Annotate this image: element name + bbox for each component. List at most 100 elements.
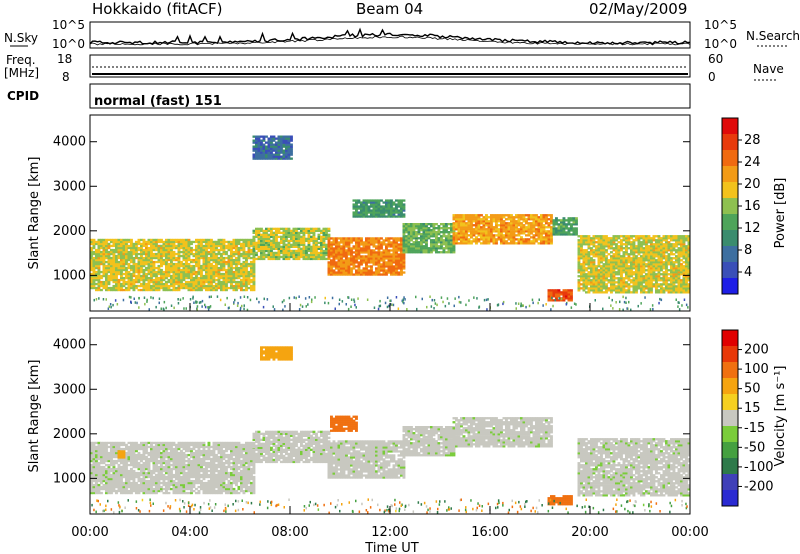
range-time-cell xyxy=(142,244,146,248)
range-time-cell xyxy=(615,259,618,262)
range-time-cell xyxy=(685,255,688,258)
range-time-cell xyxy=(280,137,283,140)
range-time-cell xyxy=(655,285,658,288)
range-time-cell xyxy=(577,249,581,252)
range-time-cell xyxy=(282,153,286,156)
range-time-cell xyxy=(465,230,468,233)
range-time-cell xyxy=(272,241,276,244)
range-time-cell xyxy=(532,218,536,221)
range-time-cell xyxy=(205,262,208,266)
range-time-cell xyxy=(675,289,678,292)
range-time-cell xyxy=(207,240,211,244)
range-time-cell xyxy=(402,231,406,234)
range-time-cell xyxy=(522,242,526,245)
range-time-cell xyxy=(240,248,243,252)
range-time-cell xyxy=(415,247,418,250)
range-time-cell xyxy=(322,243,326,246)
range-time-cell xyxy=(227,256,231,260)
range-time-cell xyxy=(382,249,386,252)
range-time-cell xyxy=(95,248,98,252)
range-time-cell xyxy=(250,240,253,244)
range-time-cell xyxy=(107,238,111,242)
range-time-cell xyxy=(467,214,471,217)
range-time-cell xyxy=(355,243,358,246)
range-time-cell xyxy=(610,279,613,282)
range-time-cell xyxy=(397,267,401,270)
range-time-cell xyxy=(298,308,301,311)
range-time-cell xyxy=(97,250,101,254)
range-time-cell xyxy=(680,251,683,254)
range-time-cell xyxy=(270,143,273,146)
range-time-cell xyxy=(512,228,516,231)
range-time-cell xyxy=(502,222,506,225)
range-time-cell xyxy=(627,287,631,290)
range-time-cell xyxy=(220,276,223,280)
range-time-cell xyxy=(615,273,618,276)
range-time-cell xyxy=(475,240,478,243)
range-time-cell xyxy=(160,250,163,254)
range-time-cell xyxy=(625,263,628,266)
range-time-cell xyxy=(160,238,163,242)
range-time-cell xyxy=(637,281,641,284)
range-time-cell xyxy=(427,229,431,232)
range-time-cell xyxy=(152,266,156,270)
range-time-cell xyxy=(312,253,316,257)
range-time-cell xyxy=(607,289,611,292)
range-time-cell xyxy=(670,247,673,250)
range-time-cell xyxy=(417,231,421,234)
range-time-cell xyxy=(442,233,446,236)
range-time-cell xyxy=(562,231,566,234)
range-time-cell xyxy=(387,203,391,206)
range-time-cell xyxy=(580,283,583,286)
range-time-cell xyxy=(257,153,261,156)
range-time-cell xyxy=(355,241,358,244)
range-time-cell xyxy=(287,141,291,144)
range-time-cell xyxy=(635,235,638,238)
range-time-cell xyxy=(672,283,676,286)
range-time-cell xyxy=(395,211,398,214)
range-time-cell xyxy=(102,260,106,264)
range-time-cell xyxy=(477,224,481,227)
range-time-cell xyxy=(387,253,391,256)
range-time-cell xyxy=(527,228,531,231)
range-time-cell xyxy=(177,270,181,274)
range-time-cell xyxy=(162,288,166,292)
range-time-cell xyxy=(132,244,136,248)
range-time-cell xyxy=(557,225,561,228)
range-time-cell xyxy=(275,231,278,234)
range-time-cell xyxy=(612,279,616,282)
nsky-panel: N.Sky 10^5 10^0 10^5 10^0 N.Search xyxy=(4,18,800,51)
range-time-cell xyxy=(220,280,223,284)
range-time-cell xyxy=(577,271,581,274)
range-time-cell xyxy=(642,267,646,270)
range-time-cell xyxy=(242,280,246,284)
range-time-cell xyxy=(577,245,581,248)
range-time-cell xyxy=(215,262,218,266)
range-time-cell xyxy=(255,135,258,138)
range-time-cell xyxy=(152,260,156,264)
range-time-cell xyxy=(527,230,531,233)
range-time-cell xyxy=(290,143,293,146)
range-time-cell xyxy=(177,246,181,250)
range-time-cell xyxy=(90,252,93,256)
range-time-cell xyxy=(532,236,536,239)
range-time-cell xyxy=(517,218,521,221)
range-time-cell xyxy=(237,254,241,258)
range-time-cell xyxy=(522,238,526,241)
range-time-cell xyxy=(597,291,601,294)
range-time-cell xyxy=(675,235,678,238)
range-time-cell xyxy=(122,282,126,286)
range-time-cell xyxy=(217,270,221,274)
range-time-cell xyxy=(392,239,396,242)
range-time-cell xyxy=(340,241,343,244)
range-time-cell xyxy=(140,256,143,260)
range-time-cell xyxy=(102,250,106,254)
range-time-cell xyxy=(492,226,496,229)
range-time-cell xyxy=(282,253,286,257)
range-time-cell xyxy=(255,141,258,144)
range-time-cell xyxy=(615,289,618,292)
range-time-cell xyxy=(257,237,261,240)
range-time-cell xyxy=(252,266,256,270)
range-time-cell xyxy=(272,243,276,246)
range-time-cell xyxy=(625,271,628,274)
